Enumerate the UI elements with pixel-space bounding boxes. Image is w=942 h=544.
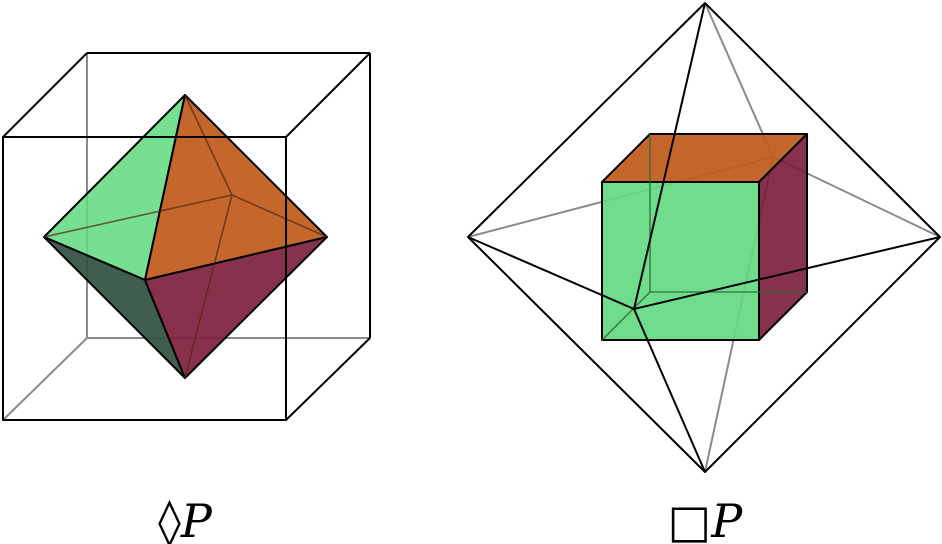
left-caption-letter: P — [180, 494, 213, 544]
left-diagram-diamond-in-cube: ◊P — [2, 52, 371, 544]
left-cube-edges — [2, 52, 371, 421]
right-cube-back-edges — [601, 134, 807, 341]
left-caption: ◊P — [158, 494, 213, 544]
right-octahedron-edges — [467, 2, 941, 473]
left-octahedron-back-edges — [43, 94, 328, 379]
right-diagram-box-in-octahedron: □P — [467, 2, 941, 544]
right-caption: □P — [668, 494, 743, 544]
left-octahedron — [43, 94, 328, 379]
diamond-symbol: ◊ — [158, 494, 181, 544]
box-symbol: □ — [668, 494, 711, 544]
octa-face-bottom-right — [144, 236, 328, 379]
right-caption-letter: P — [710, 494, 743, 544]
